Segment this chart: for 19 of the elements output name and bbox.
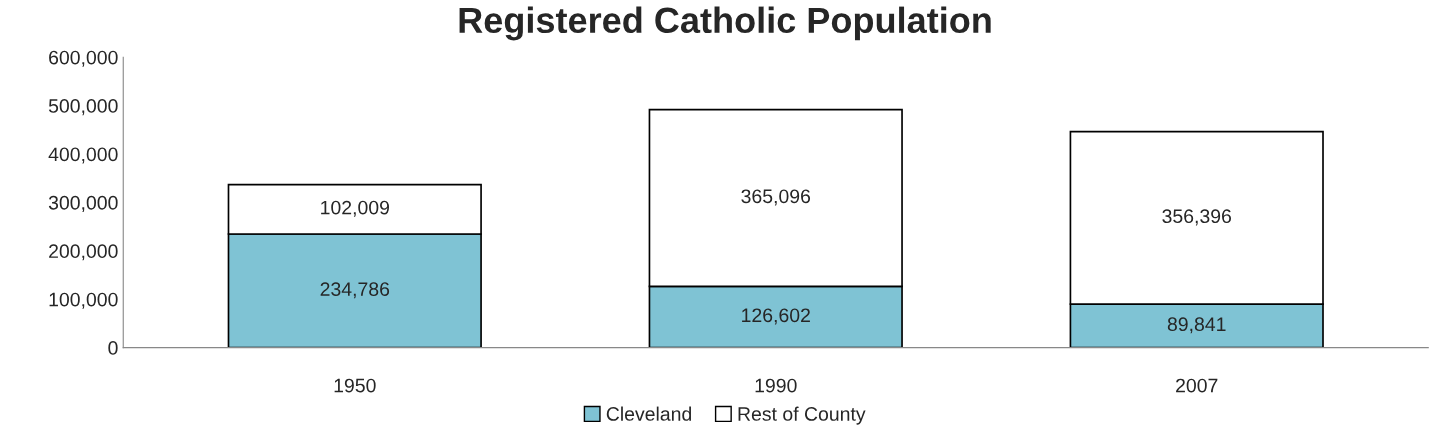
data-label: 356,396 — [1162, 209, 1232, 226]
x-tick-label: 2007 — [1176, 378, 1218, 393]
y-tick-label: 400,000 — [48, 147, 118, 164]
y-tick-label: 500,000 — [48, 99, 118, 116]
data-label: 89,841 — [1167, 317, 1226, 334]
y-tick-label: 300,000 — [48, 195, 118, 212]
data-label: 102,009 — [321, 200, 390, 217]
x-tick-label: 1950 — [334, 378, 376, 393]
data-label: 234,786 — [320, 282, 390, 299]
chart-title: Registered Catholic Population — [459, 6, 991, 41]
legend-label: Cleveland — [606, 406, 692, 421]
y-tick-label: 100,000 — [49, 292, 118, 309]
x-tick-label: 1990 — [755, 378, 797, 393]
legend-label: Rest of County — [738, 406, 866, 425]
y-tick-label: 600,000 — [49, 50, 118, 67]
data-label: 365,096 — [741, 189, 811, 206]
data-label: 126,602 — [742, 308, 810, 325]
y-tick-label: 200,000 — [49, 244, 118, 261]
y-tick-label: 0 — [108, 341, 118, 355]
